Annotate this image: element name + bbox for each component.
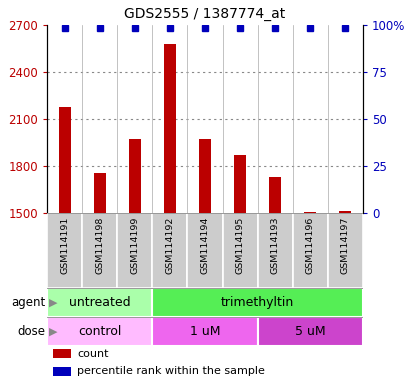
Text: agent: agent <box>11 296 45 309</box>
Bar <box>222 213 257 288</box>
Text: GSM114191: GSM114191 <box>60 217 69 274</box>
Bar <box>327 213 362 288</box>
Bar <box>292 213 327 288</box>
Bar <box>257 213 292 288</box>
Bar <box>198 139 211 213</box>
Bar <box>338 211 351 213</box>
Title: GDS2555 / 1387774_at: GDS2555 / 1387774_at <box>124 7 285 21</box>
Bar <box>53 367 71 376</box>
Bar <box>187 213 222 288</box>
Bar <box>58 107 71 213</box>
Text: 1 uM: 1 uM <box>189 325 220 338</box>
Bar <box>47 288 152 317</box>
Text: ▶: ▶ <box>49 297 58 308</box>
Text: GSM114197: GSM114197 <box>340 217 349 274</box>
Text: 5 uM: 5 uM <box>294 325 325 338</box>
Bar <box>152 213 187 288</box>
Text: GSM114192: GSM114192 <box>165 217 174 274</box>
Bar <box>47 317 152 346</box>
Bar <box>53 349 71 358</box>
Bar <box>152 317 257 346</box>
Text: count: count <box>77 349 108 359</box>
Bar <box>234 155 246 213</box>
Text: percentile rank within the sample: percentile rank within the sample <box>77 366 264 376</box>
Text: trimethyltin: trimethyltin <box>220 296 294 309</box>
Text: control: control <box>78 325 121 338</box>
Text: GSM114198: GSM114198 <box>95 217 104 274</box>
Bar <box>82 213 117 288</box>
Text: GSM114199: GSM114199 <box>130 217 139 274</box>
Text: GSM114196: GSM114196 <box>305 217 314 274</box>
Text: ▶: ▶ <box>49 326 58 336</box>
Text: dose: dose <box>17 325 45 338</box>
Bar <box>117 213 152 288</box>
Text: untreated: untreated <box>69 296 130 309</box>
Bar <box>163 44 175 213</box>
Bar <box>47 213 82 288</box>
Bar <box>257 317 362 346</box>
Bar <box>152 288 362 317</box>
Text: GSM114194: GSM114194 <box>200 217 209 274</box>
Text: GSM114195: GSM114195 <box>235 217 244 274</box>
Bar <box>303 212 316 213</box>
Bar <box>268 177 281 213</box>
Bar <box>128 139 141 213</box>
Text: GSM114193: GSM114193 <box>270 217 279 274</box>
Bar <box>93 173 106 213</box>
